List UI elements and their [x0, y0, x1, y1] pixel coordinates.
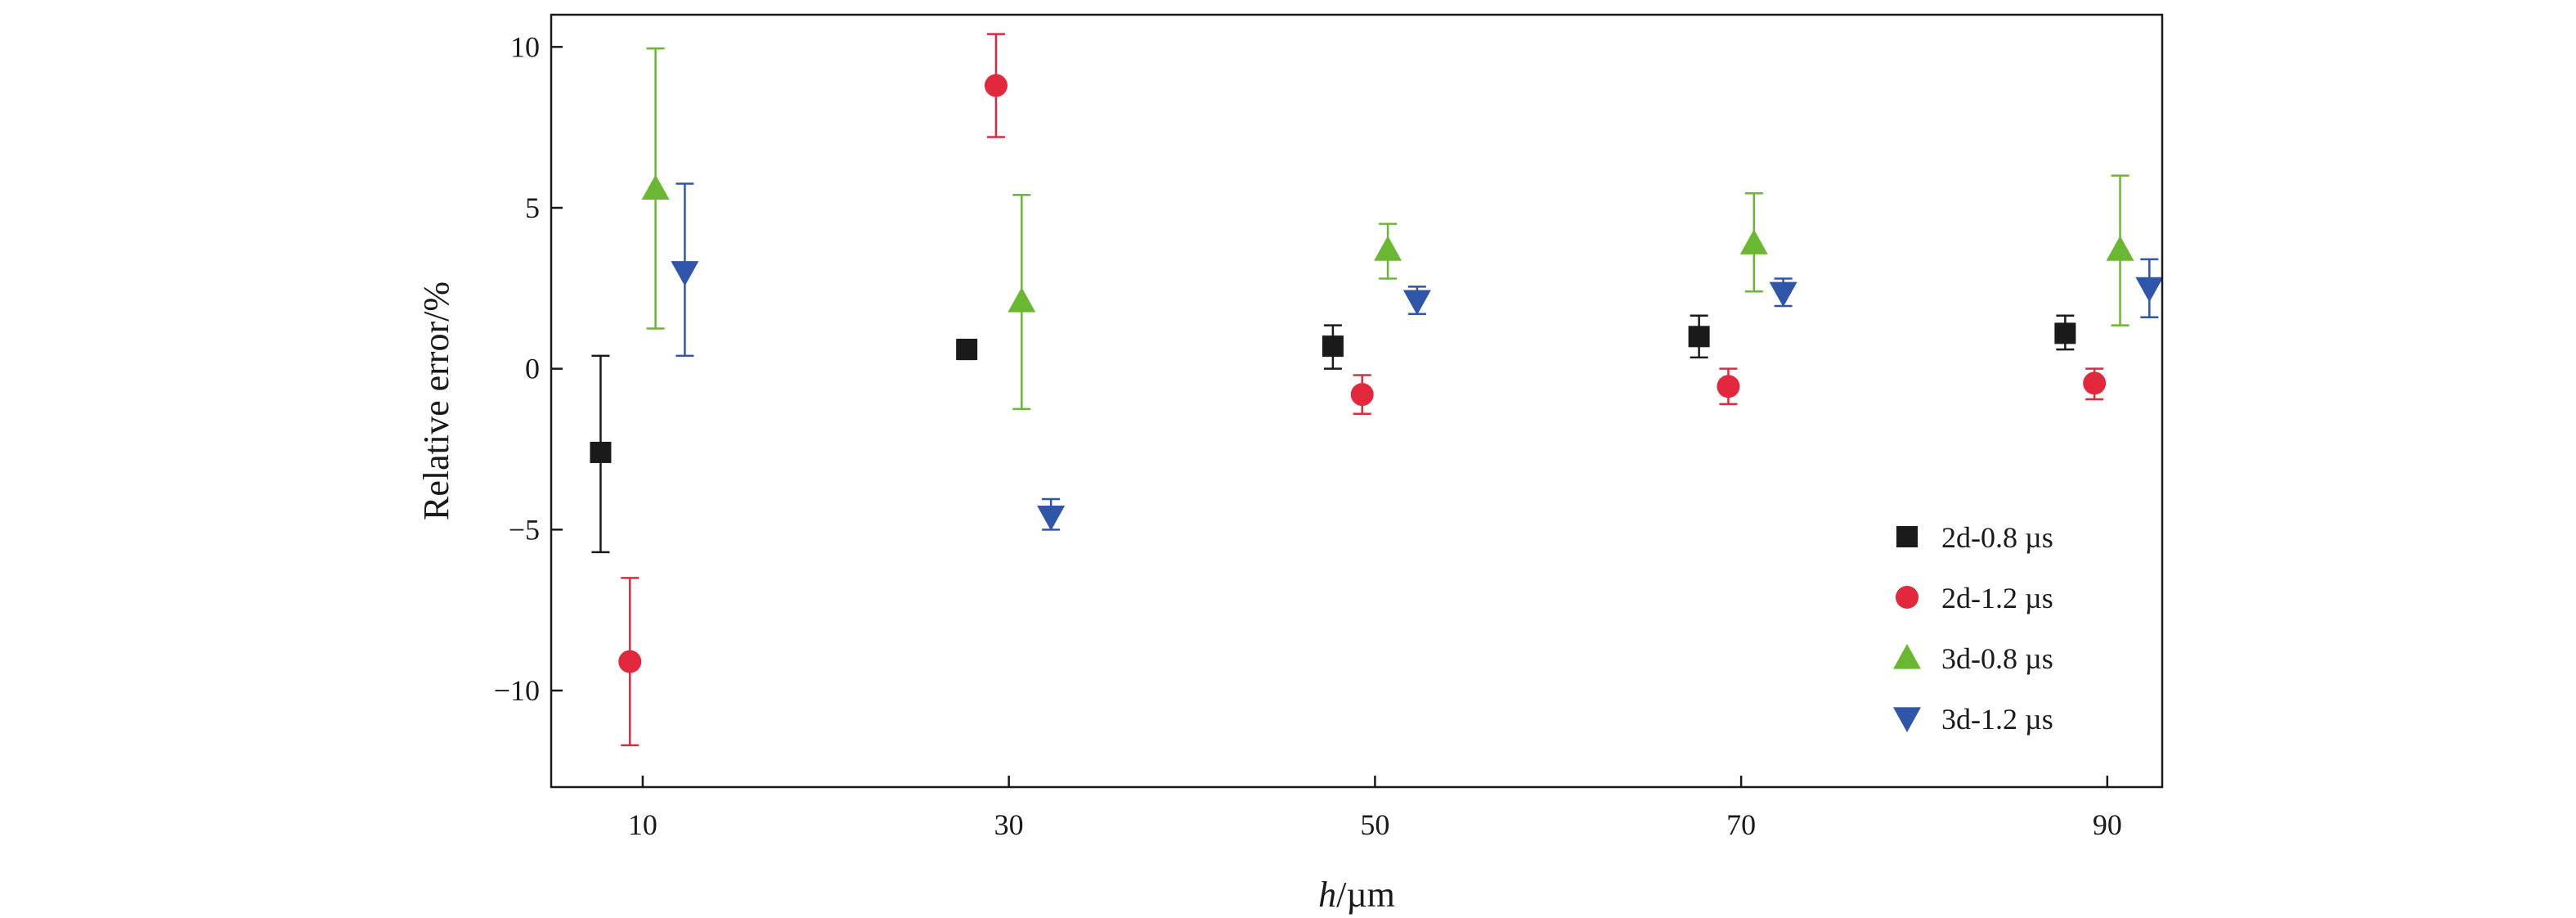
data-point — [1739, 229, 1768, 254]
legend-label: 3d-0.8 µs — [1941, 642, 2053, 675]
y-tick-label: −10 — [494, 674, 540, 707]
legend-label: 2d-1.2 µs — [1941, 582, 2053, 614]
data-point — [1008, 287, 1036, 313]
data-point — [1769, 281, 1797, 308]
data-point — [671, 261, 699, 286]
x-tick-label: 10 — [628, 808, 657, 841]
data-point — [590, 441, 612, 463]
legend-label: 3d-1.2 µs — [1941, 703, 2053, 736]
series-1 — [618, 33, 2107, 747]
legend-marker — [1896, 586, 1919, 609]
legend-marker — [1893, 707, 1921, 732]
series-2 — [641, 47, 2134, 411]
y-tick-label: 10 — [510, 30, 540, 63]
x-tick-label: 90 — [2093, 808, 2122, 841]
y-tick-label: 5 — [525, 191, 540, 224]
data-point — [1717, 375, 1740, 398]
data-point — [1402, 290, 1431, 316]
series-0 — [590, 314, 2076, 554]
plot-area — [590, 33, 2164, 747]
data-point — [618, 650, 642, 673]
data-point — [1037, 506, 1066, 531]
legend-marker — [1893, 644, 1921, 669]
data-point — [1688, 326, 1710, 348]
data-point — [984, 74, 1008, 97]
plot-frame — [550, 13, 2164, 789]
legend-marker — [1896, 526, 1918, 547]
legend: 2d-0.8 µs 2d-1.2 µs 3d-0.8 µs 3d-1.2 µs — [1893, 521, 2053, 736]
data-point — [641, 174, 670, 200]
x-axis-title-unit: /µm — [1336, 875, 1395, 915]
data-point — [2135, 277, 2164, 303]
x-tick-label: 50 — [1360, 808, 1389, 841]
data-point — [956, 339, 978, 361]
data-point — [1350, 383, 1374, 407]
data-point — [2106, 236, 2134, 261]
data-point — [1374, 236, 1402, 261]
x-axis-title-symbol: h — [1318, 875, 1336, 915]
data-point — [2083, 371, 2107, 395]
data-point — [2054, 322, 2076, 344]
x-tick-label: 70 — [1726, 808, 1756, 841]
y-tick-label: 0 — [525, 353, 540, 385]
data-point — [1322, 335, 1344, 358]
x-tick-label: 30 — [994, 808, 1024, 841]
y-axis-title: Relative error/% — [416, 281, 456, 520]
series-3 — [671, 182, 2164, 531]
x-axis-title: h/µm — [1318, 875, 1395, 915]
legend-label: 2d-0.8 µs — [1941, 521, 2053, 554]
y-tick-label: −5 — [509, 513, 540, 546]
